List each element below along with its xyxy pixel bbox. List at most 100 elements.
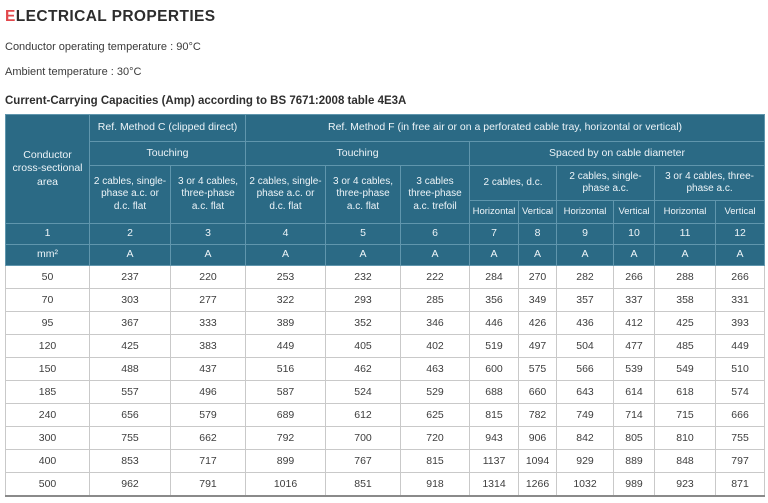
- capacity-cell: 918: [400, 472, 471, 497]
- orientation-header-cell: Vertical: [715, 200, 766, 224]
- table-header: Conductor cross-sectional area Ref. Meth…: [5, 114, 766, 266]
- capacity-cell: 989: [613, 472, 656, 497]
- capacity-cell: 962: [89, 472, 171, 497]
- capacity-cell: 477: [613, 334, 656, 358]
- column-number-cell: 9: [556, 223, 615, 245]
- capacity-cell: 643: [556, 380, 615, 404]
- capacity-cell: 322: [245, 288, 327, 312]
- unit-cell: A: [89, 244, 171, 266]
- column-number-cell: 6: [400, 223, 471, 245]
- capacity-cell: 717: [169, 449, 247, 473]
- arrangement-header-cell: 2 cables, single-phase a.c. or d.c. flat: [89, 165, 171, 224]
- capacity-cell: 393: [715, 311, 766, 335]
- capacity-cell: 805: [613, 426, 656, 450]
- table-row: 50 237 220 253 232 222 284 270 282 266 288 266: [5, 265, 766, 289]
- arrangement-header-row: 2 cables, single-phase a.c. or d.c. flat…: [6, 165, 766, 224]
- capacity-cell: 303: [89, 288, 171, 312]
- capacity-cell: 412: [613, 311, 656, 335]
- capacity-cell: 1094: [518, 449, 558, 473]
- capacity-cell: 666: [715, 403, 766, 427]
- capacity-cell: 357: [556, 288, 615, 312]
- method-f-header-cell: Ref. Method F (in free air or on a perfo…: [245, 114, 766, 142]
- capacity-cell: 600: [469, 357, 520, 381]
- capacity-cell: 871: [715, 472, 766, 497]
- column-number-cell: 4: [245, 223, 327, 245]
- capacity-cell: 1016: [245, 472, 327, 497]
- spaced-header-cell: Spaced by on cable diameter: [469, 141, 766, 166]
- capacity-cell: 266: [715, 265, 766, 289]
- capacity-cell: 688: [469, 380, 520, 404]
- arrangement-header-cell: 3 or 4 cables, three-phase a.c. flat: [169, 165, 247, 224]
- unit-cell: mm²: [5, 244, 90, 266]
- capacity-cell: 293: [325, 288, 402, 312]
- title-accent-letter: E: [5, 8, 16, 25]
- unit-cell: A: [469, 244, 520, 266]
- capacity-cell: 237: [89, 265, 171, 289]
- capacity-cell: 792: [245, 426, 327, 450]
- capacity-cell: 266: [613, 265, 656, 289]
- method-c-header-cell: Ref. Method C (clipped direct): [88, 114, 247, 142]
- size-cell: 95: [5, 311, 90, 335]
- capacity-cell: 383: [169, 334, 247, 358]
- unit-cell: A: [518, 244, 558, 266]
- table-caption: Current-Carrying Capacities (Amp) accord…: [5, 95, 407, 107]
- column-number-cell: 10: [613, 223, 656, 245]
- capacity-cell: 529: [400, 380, 471, 404]
- capacity-cell: 612: [325, 403, 402, 427]
- table-row: 185 557 496 587 524 529 688 660 643 614 618 574: [5, 380, 766, 404]
- touching-f-header-cell: Touching: [245, 141, 471, 166]
- orientation-header-cell: Vertical: [518, 200, 558, 224]
- capacity-cell: 1314: [469, 472, 520, 497]
- capacity-cell: 549: [654, 357, 717, 381]
- capacity-cell: 923: [654, 472, 717, 497]
- table-row: 300 755 662 792 700 720 943 906 842 805 810 755: [5, 426, 766, 450]
- capacity-cell: 232: [325, 265, 402, 289]
- capacity-cell: 346: [400, 311, 471, 335]
- touching-spaced-header-row: Touching Touching Spaced by on cable dia…: [6, 141, 766, 166]
- size-cell: 400: [5, 449, 90, 473]
- capacity-cell: 660: [518, 380, 558, 404]
- column-number-cell: 7: [469, 223, 520, 245]
- arrangement-header-cell: 3 or 4 cables, three-phase a.c. flat: [325, 165, 402, 224]
- unit-cell: A: [325, 244, 402, 266]
- column-number-cell: 12: [715, 223, 766, 245]
- conductor-operating-temperature-text: Conductor operating temperature : 90°C: [5, 41, 201, 53]
- capacity-cell: 358: [654, 288, 717, 312]
- unit-cell: A: [400, 244, 471, 266]
- capacity-cell: 331: [715, 288, 766, 312]
- arrangement-header-cell: 3 cables three-phase a.c. trefoil: [400, 165, 471, 224]
- touching-c-header-cell: Touching: [88, 141, 247, 166]
- capacity-cell: 449: [245, 334, 327, 358]
- size-cell: 185: [5, 380, 90, 404]
- capacity-cell: 389: [245, 311, 327, 335]
- capacity-cell: 614: [613, 380, 656, 404]
- capacity-cell: 285: [400, 288, 471, 312]
- column-number-cell: 1: [5, 223, 90, 245]
- capacity-cell: 815: [400, 449, 471, 473]
- capacity-cell: 504: [556, 334, 615, 358]
- spaced-group-header-cell: 2 cables, single-phase a.c.: [556, 165, 656, 201]
- capacity-cell: 1137: [469, 449, 520, 473]
- size-cell: 70: [5, 288, 90, 312]
- capacity-cell: 749: [556, 403, 615, 427]
- capacity-cell: 488: [89, 357, 171, 381]
- unit-cell: A: [613, 244, 656, 266]
- capacity-cell: 889: [613, 449, 656, 473]
- capacity-cell: 496: [169, 380, 247, 404]
- capacity-cell: 656: [89, 403, 171, 427]
- table-row: 70 303 277 322 293 285 356 349 357 337 358 331: [5, 288, 766, 312]
- capacity-cell: 662: [169, 426, 247, 450]
- capacity-cell: 1032: [556, 472, 615, 497]
- capacity-cell: 277: [169, 288, 247, 312]
- capacity-cell: 714: [613, 403, 656, 427]
- capacity-cell: 755: [715, 426, 766, 450]
- capacity-cell: 497: [518, 334, 558, 358]
- size-cell: 300: [5, 426, 90, 450]
- capacity-cell: 700: [325, 426, 402, 450]
- capacity-cell: 848: [654, 449, 717, 473]
- column-number-cell: 11: [654, 223, 717, 245]
- capacity-cell: 519: [469, 334, 520, 358]
- capacity-cell: 899: [245, 449, 327, 473]
- unit-cell: A: [556, 244, 615, 266]
